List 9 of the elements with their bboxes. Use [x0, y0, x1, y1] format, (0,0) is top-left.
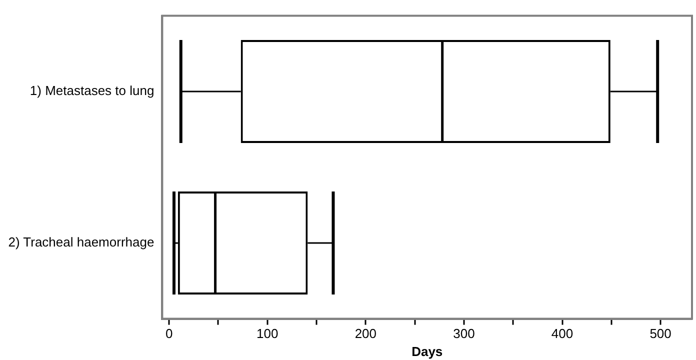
x-tick-label: 400 — [551, 326, 574, 342]
x-tick-label: 200 — [354, 326, 377, 342]
x-tick-label: 300 — [453, 326, 475, 342]
x-tick-label: 0 — [165, 326, 173, 342]
y-tick-label: 2) Tracheal haemorrhage — [8, 234, 154, 250]
y-tick-label: 1) Metastases to lung — [30, 83, 154, 98]
x-tick-label: 500 — [650, 326, 672, 342]
x-axis-title: Days — [412, 344, 443, 359]
x-tick-label: 100 — [256, 326, 278, 342]
